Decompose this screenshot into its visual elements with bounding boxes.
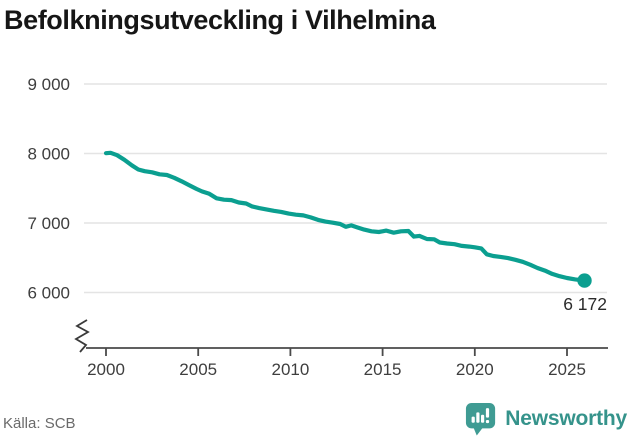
y-tick-label: 6 000	[27, 284, 70, 303]
x-tick-label: 2020	[456, 360, 494, 379]
bar-chart-speech-bubble-icon	[466, 403, 496, 436]
x-tick-label: 2025	[548, 360, 586, 379]
x-tick-label: 2000	[87, 360, 125, 379]
end-point-marker	[577, 273, 592, 288]
x-tick-label: 2005	[179, 360, 217, 379]
y-tick-label: 8 000	[27, 145, 70, 164]
source-label: Källa: SCB	[3, 415, 76, 432]
x-tick-label: 2015	[364, 360, 402, 379]
brand-wordmark: Newsworthy	[505, 407, 627, 430]
population-line	[103, 150, 587, 283]
y-tick-label: 7 000	[27, 214, 70, 233]
x-tick-label: 2010	[271, 360, 309, 379]
end-value-label: 6 172	[563, 294, 607, 314]
axis-break-icon	[74, 319, 90, 353]
newsworthy-logo[interactable]: Newsworthy	[465, 402, 627, 436]
y-tick-label: 9 000	[27, 75, 70, 94]
chart-title: Befolkningsutveckling i Vilhelmina	[4, 5, 436, 35]
